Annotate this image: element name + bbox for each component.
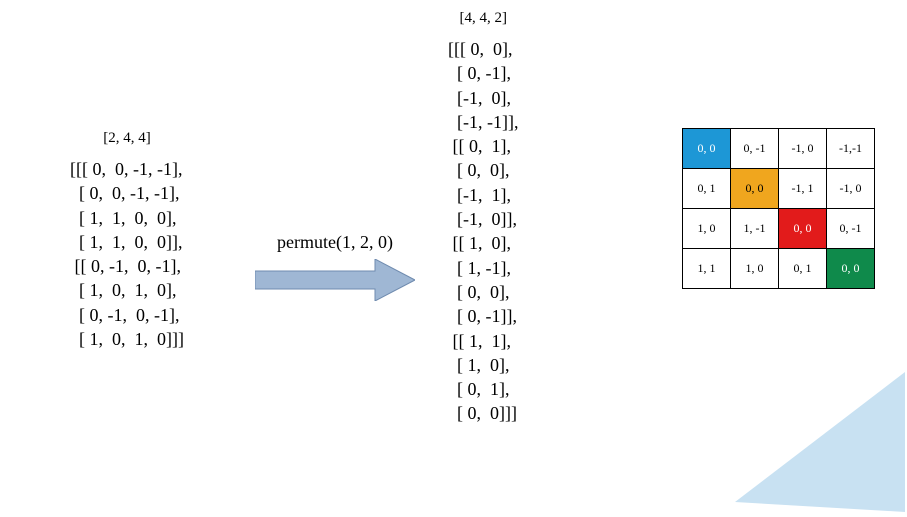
permute-label: permute(1, 2, 0) [277, 232, 393, 253]
right-matrix-text: [[[ 0, 0], [ 0, -1], [-1, 0], [-1, -1]],… [448, 37, 518, 426]
permute-region: permute(1, 2, 0) [255, 232, 415, 301]
grid-cell: -1, 1 [779, 169, 827, 209]
grid-cell: 0, 0 [731, 169, 779, 209]
grid-cell: 1, -1 [731, 209, 779, 249]
grid-cell: 0, -1 [827, 209, 875, 249]
decor-triangle-icon [735, 372, 907, 517]
right-matrix-region: [4, 4, 2] [[[ 0, 0], [ 0, -1], [-1, 0], … [448, 10, 518, 426]
grid-cell: 0, 1 [683, 169, 731, 209]
coord-grid-region: 0, 00, -1-1, 0-1,-10, 10, 0-1, 1-1, 01, … [682, 128, 875, 289]
grid-cell: 1, 1 [683, 249, 731, 289]
grid-cell: 1, 0 [731, 249, 779, 289]
right-shape-label: [4, 4, 2] [448, 10, 518, 27]
left-matrix-region: [2, 4, 4] [[[ 0, 0, -1, -1], [ 0, 0, -1,… [70, 130, 184, 351]
grid-cell: -1, 0 [779, 129, 827, 169]
grid-cell: 0, 0 [827, 249, 875, 289]
left-shape-label: [2, 4, 4] [70, 130, 184, 147]
arrow-icon [255, 259, 415, 301]
grid-cell: 0, 0 [779, 209, 827, 249]
grid-cell: 0, 0 [683, 129, 731, 169]
grid-cell: -1,-1 [827, 129, 875, 169]
grid-cell: 0, 1 [779, 249, 827, 289]
grid-cell: 0, -1 [731, 129, 779, 169]
grid-cell: 1, 0 [683, 209, 731, 249]
coord-grid: 0, 00, -1-1, 0-1,-10, 10, 0-1, 1-1, 01, … [682, 128, 875, 289]
grid-cell: -1, 0 [827, 169, 875, 209]
left-matrix-text: [[[ 0, 0, -1, -1], [ 0, 0, -1, -1], [ 1,… [70, 157, 184, 351]
